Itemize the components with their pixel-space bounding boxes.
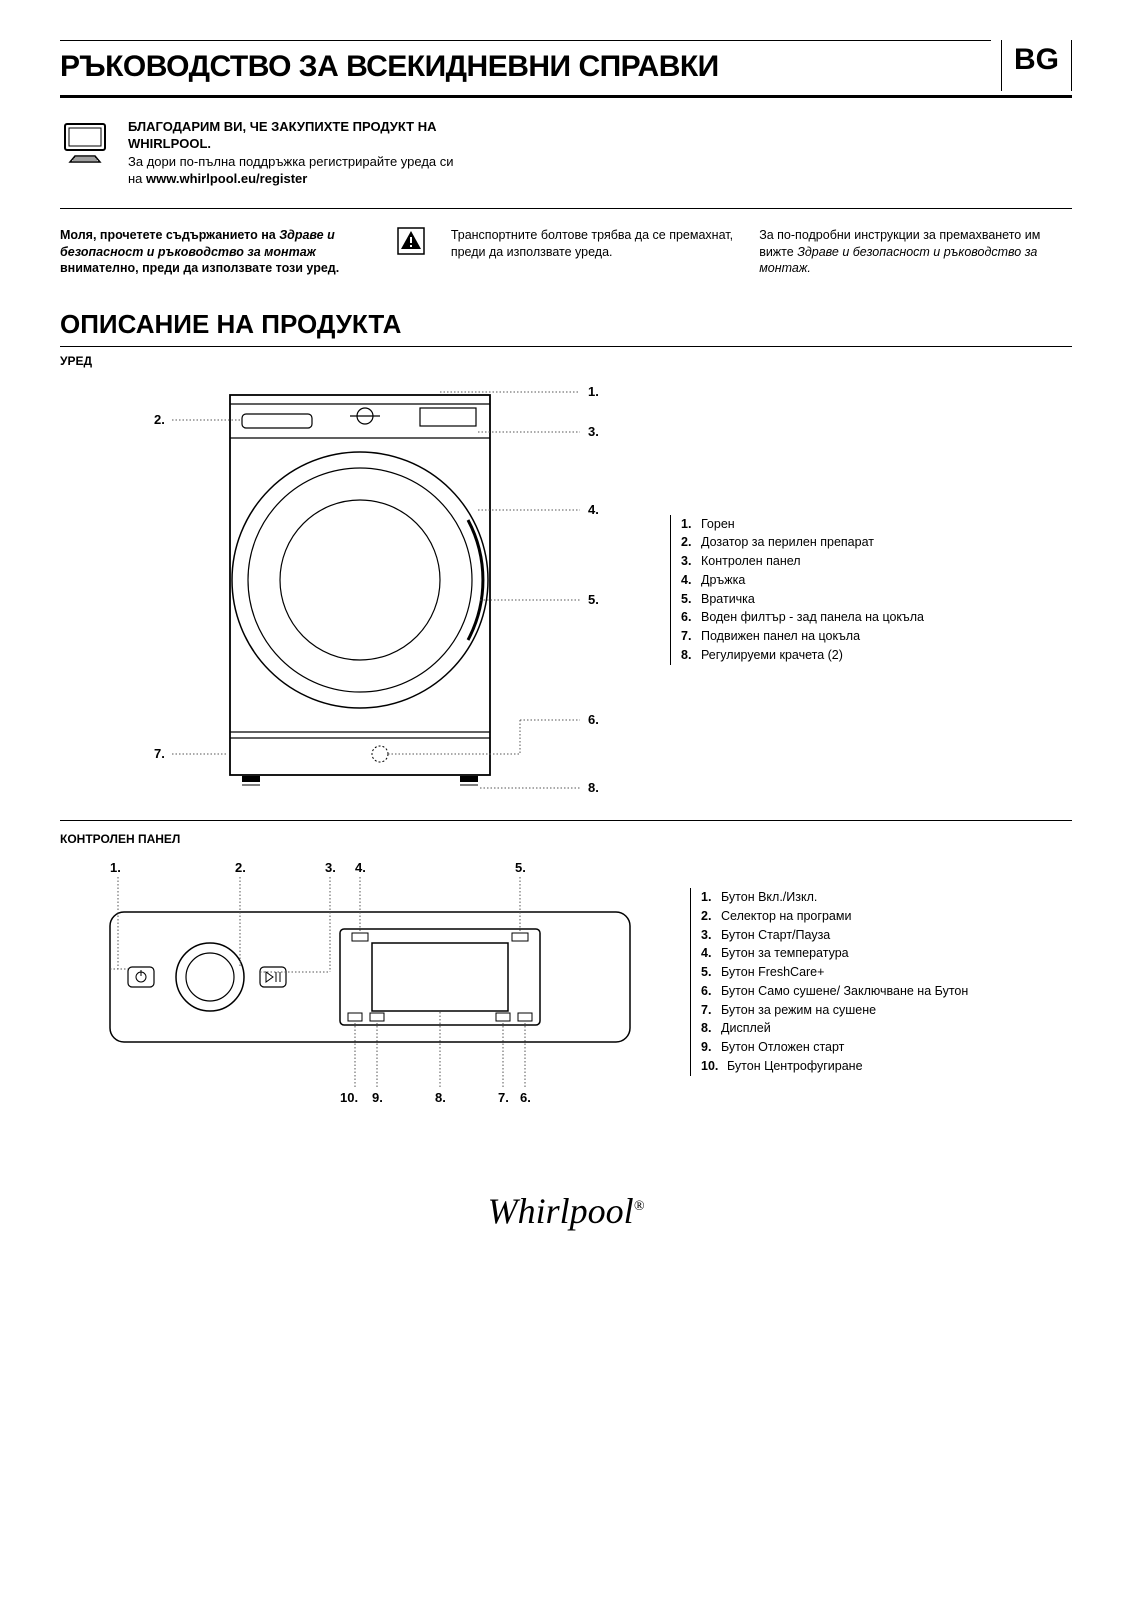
pcallout-6: 6. <box>520 1090 531 1105</box>
register-icon <box>60 118 110 188</box>
list-item: 8.Регулируеми крачета (2) <box>681 646 924 665</box>
panel-subhead: КОНТРОЛЕН ПАНЕЛ <box>60 831 1072 847</box>
warning-row: Моля, прочетете съдържанието на Здраве и… <box>60 227 1072 278</box>
appliance-legend: 1.Горен 2.Дозатор за перилен препарат 3.… <box>670 515 924 665</box>
panel-diagram-wrap: 1. 2. 3. 4. 5. 6. 7. 8. 9. 10. 1.Бутон В… <box>60 857 1072 1107</box>
pcallout-3: 3. <box>325 860 336 875</box>
pcallout-7: 7. <box>498 1090 509 1105</box>
list-item: 7.Подвижен панел на цокъла <box>681 627 924 646</box>
control-panel-section: КОНТРОЛЕН ПАНЕЛ <box>60 831 1072 1127</box>
list-item: 5.Бутон FreshCare+ <box>701 963 968 982</box>
pcallout-5: 5. <box>515 860 526 875</box>
callout-5: 5. <box>588 592 599 607</box>
callout-7: 7. <box>154 746 165 761</box>
list-item: 4.Бутон за температура <box>701 944 968 963</box>
warning-read-first: Моля, прочетете съдържанието на Здраве и… <box>60 227 373 278</box>
pcallout-10: 10. <box>340 1090 358 1105</box>
list-item: 8.Дисплей <box>701 1019 968 1038</box>
list-item: 10.Бутон Центрофугиране <box>701 1057 968 1076</box>
callout-8: 8. <box>588 780 599 795</box>
brand-logo: Whirlpool® <box>60 1187 1072 1236</box>
warning-manual-ref: За по-подробни инструкции за премахванет… <box>759 227 1072 278</box>
pcallout-2: 2. <box>235 860 246 875</box>
list-item: 2.Дозатор за перилен препарат <box>681 533 924 552</box>
intro-line1: БЛАГОДАРИМ ВИ, ЧЕ ЗАКУПИХТЕ ПРОДУКТ НА <box>128 119 436 134</box>
appliance-diagram-wrap: 1. 2. 3. 4. 5. 6. 7. 8. 1.Горен 2.Дозато… <box>60 380 1072 800</box>
warning-bolts: Транспортните болтове трябва да се према… <box>451 227 735 278</box>
page-header: РЪКОВОДСТВО ЗА ВСЕКИДНЕВНИ СПРАВКИ BG <box>60 40 1072 98</box>
list-item: 7.Бутон за режим на сушене <box>701 1001 968 1020</box>
language-tag: BG <box>1001 40 1072 91</box>
list-item: 1.Горен <box>681 515 924 534</box>
callout-3: 3. <box>588 424 599 439</box>
pcallout-4: 4. <box>355 860 366 875</box>
list-item: 2.Селектор на програми <box>701 907 968 926</box>
brand-reg-mark: ® <box>634 1199 645 1214</box>
list-item: 4.Дръжка <box>681 571 924 590</box>
section-title: ОПИСАНИЕ НА ПРОДУКТА <box>60 307 1072 347</box>
intro-brand: WHIRLPOOL. <box>128 136 211 151</box>
intro-block: БЛАГОДАРИМ ВИ, ЧЕ ЗАКУПИХТЕ ПРОДУКТ НА W… <box>60 118 1072 209</box>
panel-legend: 1.Бутон Вкл./Изкл. 2.Селектор на програм… <box>690 888 968 1076</box>
appliance-section: УРЕД <box>60 353 1072 820</box>
control-panel-diagram: 1. 2. 3. 4. 5. 6. 7. 8. 9. 10. <box>60 857 660 1107</box>
warn1-a: Моля, прочетете съдържанието на <box>60 228 279 242</box>
callout-4: 4. <box>588 502 599 517</box>
list-item: 3.Бутон Старт/Пауза <box>701 926 968 945</box>
intro-prefix: на <box>128 171 146 186</box>
list-item: 6.Воден филтър - зад панела на цокъла <box>681 608 924 627</box>
main-title: РЪКОВОДСТВО ЗА ВСЕКИДНЕВНИ СПРАВКИ <box>60 40 991 88</box>
warning-icon <box>397 227 427 278</box>
brand-text: Whirlpool <box>488 1191 634 1231</box>
pcallout-9: 9. <box>372 1090 383 1105</box>
callout-2: 2. <box>154 412 165 427</box>
list-item: 1.Бутон Вкл./Изкл. <box>701 888 968 907</box>
list-item: 9.Бутон Отложен старт <box>701 1038 968 1057</box>
intro-text: БЛАГОДАРИМ ВИ, ЧЕ ЗАКУПИХТЕ ПРОДУКТ НА W… <box>128 118 454 188</box>
register-url: www.whirlpool.eu/register <box>146 171 307 186</box>
intro-support-text: За дори по-пълна поддръжка регистрирайте… <box>128 154 454 169</box>
list-item: 5.Вратичка <box>681 590 924 609</box>
list-item: 3.Контролен панел <box>681 552 924 571</box>
appliance-subhead: УРЕД <box>60 353 1072 369</box>
appliance-diagram: 1. 2. 3. 4. 5. 6. 7. 8. <box>60 380 640 800</box>
warn3-b: Здраве и безопасност и ръководство за мо… <box>759 245 1037 276</box>
list-item: 6.Бутон Само сушене/ Заключване на Бутон <box>701 982 968 1001</box>
callout-6: 6. <box>588 712 599 727</box>
warn1-c: внимателно, преди да използвате този уре… <box>60 261 339 275</box>
pcallout-1: 1. <box>110 860 121 875</box>
pcallout-8: 8. <box>435 1090 446 1105</box>
callout-1: 1. <box>588 384 599 399</box>
